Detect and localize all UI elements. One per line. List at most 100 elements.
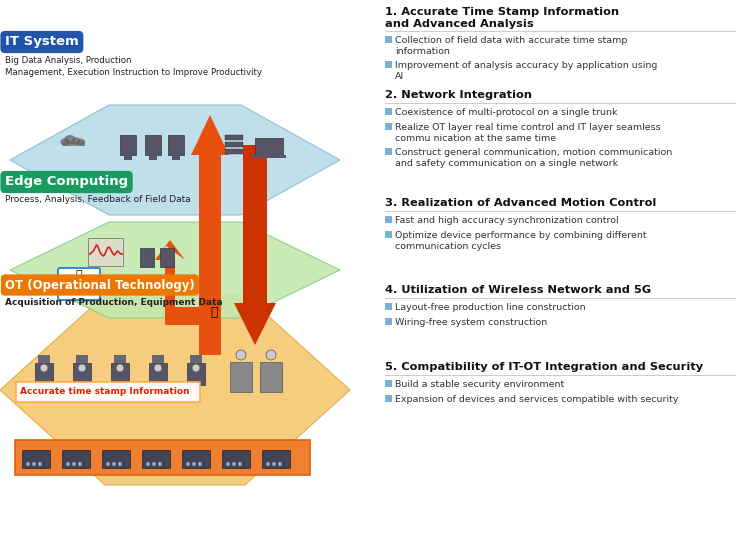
- Bar: [160, 248, 174, 267]
- Circle shape: [198, 462, 202, 466]
- Bar: [190, 355, 202, 363]
- Polygon shape: [0, 295, 350, 485]
- Text: Process, Analysis, Feedback of Field Data: Process, Analysis, Feedback of Field Dat…: [5, 195, 191, 204]
- Polygon shape: [10, 105, 340, 215]
- Circle shape: [32, 462, 36, 466]
- Text: Layout-free production line construction: Layout-free production line construction: [395, 303, 585, 312]
- Bar: [120, 135, 136, 155]
- Text: 2. Network Integration: 2. Network Integration: [385, 90, 532, 100]
- Circle shape: [116, 364, 124, 372]
- Circle shape: [226, 462, 230, 466]
- Circle shape: [192, 364, 200, 372]
- Circle shape: [78, 462, 82, 466]
- Text: Edge Computing: Edge Computing: [5, 175, 128, 189]
- Bar: [124, 154, 132, 160]
- Bar: [225, 135, 243, 140]
- FancyBboxPatch shape: [385, 123, 392, 130]
- Circle shape: [40, 364, 48, 372]
- Bar: [38, 355, 50, 363]
- Text: Fast and high accuracy synchronization control: Fast and high accuracy synchronization c…: [395, 216, 619, 225]
- Text: OT (Operational Technology): OT (Operational Technology): [5, 278, 195, 292]
- FancyBboxPatch shape: [385, 395, 392, 402]
- Bar: [140, 248, 154, 267]
- Circle shape: [38, 462, 42, 466]
- FancyBboxPatch shape: [16, 382, 200, 402]
- Bar: [182, 450, 210, 468]
- Bar: [145, 135, 161, 155]
- Text: Coexistence of multi-protocol on a single trunk: Coexistence of multi-protocol on a singl…: [395, 108, 617, 117]
- Circle shape: [272, 462, 276, 466]
- Text: 3. Realization of Advanced Motion Control: 3. Realization of Advanced Motion Contro…: [385, 198, 656, 208]
- Circle shape: [26, 462, 30, 466]
- FancyBboxPatch shape: [385, 148, 392, 155]
- Bar: [187, 363, 205, 385]
- FancyBboxPatch shape: [385, 318, 392, 325]
- Circle shape: [186, 462, 190, 466]
- Text: Big Data Analysis, Production
Management, Execution Instruction to Improve Produ: Big Data Analysis, Production Management…: [5, 56, 262, 77]
- FancyBboxPatch shape: [385, 216, 392, 223]
- Circle shape: [112, 462, 116, 466]
- Text: Optimize device performance by combining different
communication cycles: Optimize device performance by combining…: [395, 231, 647, 251]
- Ellipse shape: [72, 138, 80, 144]
- Bar: [149, 154, 157, 160]
- Bar: [62, 450, 90, 468]
- Text: Collection of field data with accurate time stamp
information: Collection of field data with accurate t…: [395, 36, 628, 56]
- Circle shape: [266, 350, 276, 360]
- Text: Realize OT layer real time control and IT layer seamless
commu nication at the s: Realize OT layer real time control and I…: [395, 123, 661, 143]
- Polygon shape: [191, 115, 229, 355]
- Bar: [225, 149, 243, 154]
- FancyBboxPatch shape: [385, 380, 392, 387]
- Circle shape: [158, 462, 162, 466]
- Bar: [35, 363, 53, 385]
- Circle shape: [66, 462, 70, 466]
- Bar: [64, 141, 85, 146]
- Ellipse shape: [61, 139, 69, 145]
- Bar: [22, 450, 50, 468]
- Bar: [230, 362, 252, 392]
- Bar: [88, 238, 123, 266]
- Circle shape: [106, 462, 110, 466]
- Circle shape: [72, 462, 76, 466]
- Bar: [222, 450, 250, 468]
- FancyBboxPatch shape: [58, 268, 100, 300]
- Circle shape: [154, 364, 162, 372]
- Ellipse shape: [65, 136, 75, 144]
- Bar: [225, 142, 243, 147]
- Circle shape: [232, 462, 236, 466]
- Text: Expansion of devices and services compatible with security: Expansion of devices and services compat…: [395, 395, 679, 404]
- Circle shape: [278, 462, 282, 466]
- Circle shape: [152, 462, 156, 466]
- Circle shape: [146, 462, 150, 466]
- Text: 4. Utilization of Wireless Network and 5G: 4. Utilization of Wireless Network and 5…: [385, 285, 651, 295]
- Bar: [255, 138, 283, 156]
- Polygon shape: [234, 145, 276, 345]
- Text: AI: AI: [73, 279, 85, 289]
- Bar: [111, 363, 129, 385]
- FancyBboxPatch shape: [385, 36, 392, 43]
- FancyBboxPatch shape: [385, 61, 392, 68]
- FancyBboxPatch shape: [385, 231, 392, 238]
- Text: Construct general communication, motion communication
and safety communication o: Construct general communication, motion …: [395, 148, 672, 168]
- Text: Wiring-free system construction: Wiring-free system construction: [395, 318, 548, 327]
- Circle shape: [118, 462, 122, 466]
- Bar: [102, 450, 130, 468]
- FancyBboxPatch shape: [385, 303, 392, 310]
- Circle shape: [238, 462, 242, 466]
- Circle shape: [192, 462, 196, 466]
- Bar: [73, 363, 91, 385]
- FancyBboxPatch shape: [385, 108, 392, 115]
- Text: IT System: IT System: [5, 36, 78, 48]
- Bar: [252, 155, 286, 158]
- FancyBboxPatch shape: [15, 440, 310, 475]
- Circle shape: [78, 364, 86, 372]
- Text: Improvement of analysis accuracy by application using
AI: Improvement of analysis accuracy by appl…: [395, 61, 657, 81]
- Text: Accurate time stamp Information: Accurate time stamp Information: [20, 388, 189, 397]
- Text: 🔒: 🔒: [210, 305, 218, 318]
- Bar: [76, 355, 88, 363]
- Bar: [152, 355, 164, 363]
- Bar: [172, 154, 180, 160]
- Circle shape: [266, 462, 270, 466]
- Text: 5. Compatibility of IT-OT Integration and Security: 5. Compatibility of IT-OT Integration an…: [385, 362, 703, 372]
- Bar: [114, 355, 126, 363]
- Polygon shape: [155, 240, 215, 325]
